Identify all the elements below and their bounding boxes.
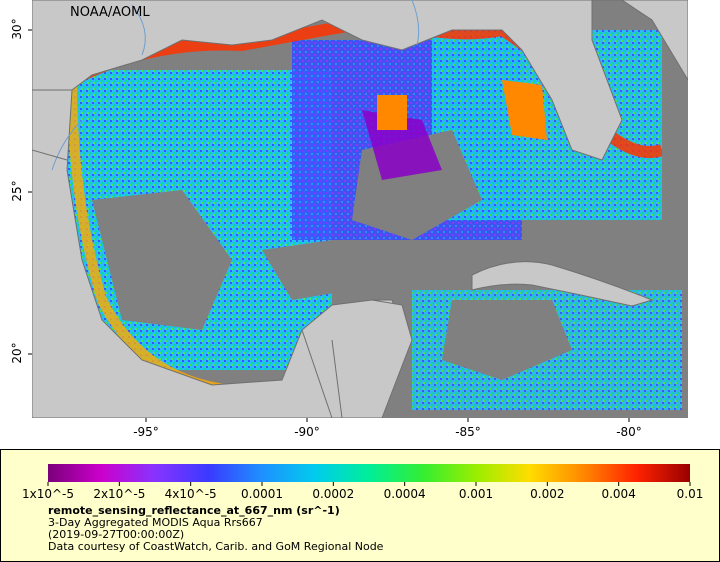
- lat-label-20: 20°: [10, 342, 24, 364]
- colorbar-tick-label: 2x10^-5: [93, 487, 146, 501]
- colorbar-tick-label: 0.0002: [312, 487, 355, 501]
- orange-patch: [502, 80, 547, 140]
- colorbar-tick-label: 0.0004: [383, 487, 426, 501]
- colorbar-tick-label: 0.004: [601, 487, 636, 501]
- legend-time: (2019-09-27T00:00:00Z): [48, 528, 185, 541]
- lon-label-90: -90°: [294, 425, 320, 439]
- river: [411, 0, 420, 46]
- lon-label-80: -80°: [616, 425, 642, 439]
- legend-credit: Data courtesy of CoastWatch, Carib. and …: [48, 540, 384, 553]
- nodata-patch: [262, 240, 352, 300]
- colorbar-tick-label: 0.0001: [241, 487, 283, 501]
- colorbar-tick-label: 0.001: [458, 487, 494, 501]
- colorbar-tick-label: 4x10^-5: [164, 487, 217, 501]
- lat-label-30: 30°: [10, 18, 24, 40]
- legend-description: 3-Day Aggregated MODIS Aqua Rrs667: [48, 516, 263, 529]
- map-frame: NOAA/AOML: [32, 0, 688, 418]
- land-bahamas: [662, 80, 688, 270]
- river: [131, 4, 146, 56]
- land-us: [32, 0, 688, 161]
- orange-patch: [377, 95, 407, 130]
- colorbar-gradient: [48, 464, 690, 482]
- legend-variable: remote_sensing_reflectance_at_667_nm (sr…: [48, 504, 340, 517]
- colorbar-tick-label: 1x10^-5: [21, 487, 75, 501]
- colorbar-tick-label: 0.01: [676, 487, 704, 501]
- map-image: [32, 0, 688, 418]
- country-border: [331, 339, 343, 418]
- land-cuba: [471, 261, 654, 307]
- colorbar-ticks: [47, 482, 691, 486]
- country-border: [32, 149, 68, 161]
- axis-ticks: [28, 29, 630, 422]
- nodata-patch: [92, 190, 232, 330]
- legend-panel: 1x10^-5 2x10^-5 4x10^-5 0.0001 0.0002 0.0004 0…: [0, 449, 720, 562]
- lon-label-85: -85°: [455, 425, 481, 439]
- lon-label-95: -95°: [133, 425, 159, 439]
- colorbar-tick-label: 0.002: [530, 487, 565, 501]
- lat-label-25: 25°: [10, 180, 24, 202]
- nodata-patch: [442, 300, 572, 380]
- river: [51, 119, 83, 171]
- noaa-watermark: NOAA/AOML: [70, 5, 150, 20]
- land-yucatan: [301, 299, 413, 418]
- colorbar: [48, 464, 690, 482]
